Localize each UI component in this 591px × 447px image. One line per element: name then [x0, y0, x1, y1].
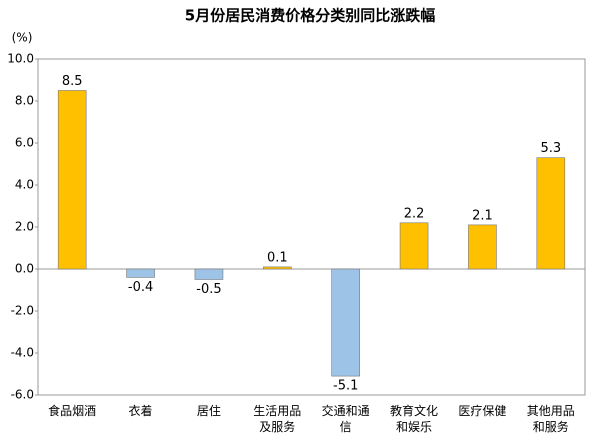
y-tick-label: 8.0 — [15, 94, 34, 108]
plot-frame — [37, 58, 586, 396]
bar — [468, 224, 497, 270]
chart-title: 5月份居民消费价格分类别同比涨跌幅 — [185, 7, 435, 25]
x-tick-label: 衣着 — [128, 404, 153, 418]
y-tick-label: -2.0 — [11, 304, 34, 318]
x-tick-label: 医疗保健 — [458, 404, 507, 418]
y-tick-label: -4.0 — [11, 346, 34, 360]
x-tick-label: 生活用品及服务 — [253, 404, 302, 434]
x-tick-label: 食品烟酒 — [48, 404, 97, 418]
bar — [194, 268, 224, 280]
data-label: 5.3 — [540, 141, 561, 156]
data-label: -0.5 — [196, 282, 221, 297]
bar — [331, 268, 360, 377]
x-tick-label: 居住 — [196, 404, 221, 418]
bar — [126, 268, 155, 278]
data-label: 8.5 — [62, 74, 83, 89]
x-tick-label: 教育文化和娱乐 — [390, 404, 439, 434]
data-label: -5.1 — [333, 379, 358, 394]
x-tick-label: 交通和通信 — [321, 404, 370, 434]
data-label: -0.4 — [128, 280, 153, 295]
data-label: 2.2 — [404, 206, 425, 221]
x-tick-label: 其他用品和服务 — [526, 404, 575, 434]
bar — [57, 90, 87, 270]
data-label: 0.1 — [267, 250, 288, 265]
bar — [263, 266, 292, 270]
y-unit: (%) — [12, 31, 33, 45]
y-tick-label: 4.0 — [15, 178, 34, 192]
y-tick-label: 10.0 — [7, 52, 34, 66]
y-tick-label: 2.0 — [15, 220, 34, 234]
bar — [399, 222, 429, 270]
y-tick-label: 0.0 — [15, 262, 34, 276]
bar — [536, 157, 566, 270]
y-tick-label: 6.0 — [15, 136, 34, 150]
y-tick-label: -6.0 — [11, 388, 34, 402]
data-label: 2.1 — [472, 208, 493, 223]
